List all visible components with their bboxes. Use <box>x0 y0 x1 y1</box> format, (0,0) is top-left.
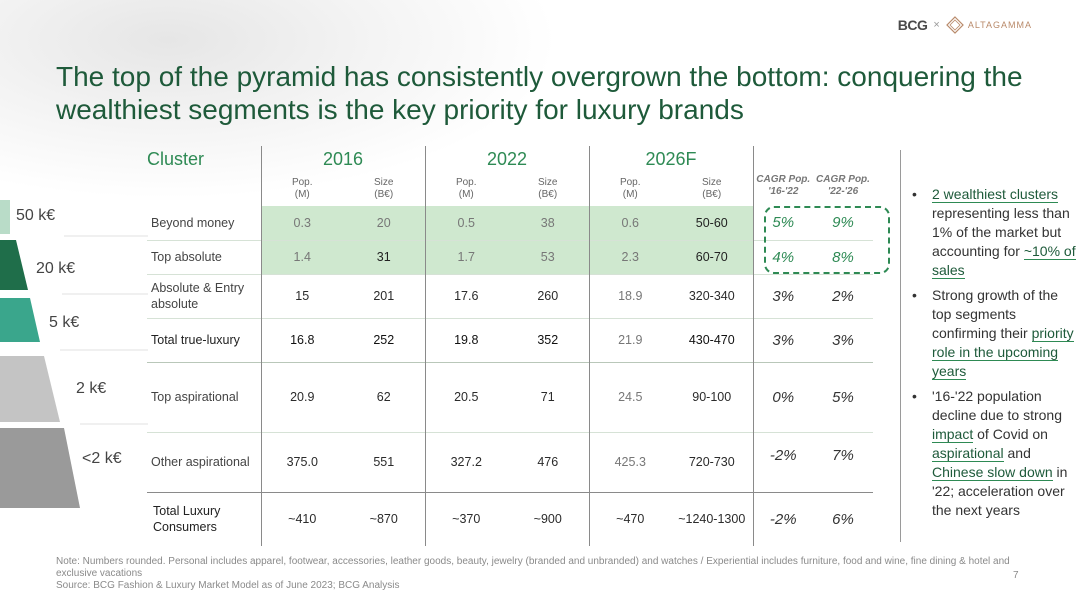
note-text: Note: Numbers rounded. Personal includes… <box>56 556 1010 579</box>
page-number: 7 <box>1013 570 1019 581</box>
pyramid-level-2k <box>0 356 60 422</box>
pop-header: Pop. (M) <box>424 172 507 206</box>
bullet-3: • '16-'22 population decline due to stro… <box>912 388 1068 518</box>
year-header-2016: 2016 <box>260 146 425 172</box>
pyramid-level-lt2k <box>0 428 80 508</box>
key-takeaways: • 2 wealthiest clusters representing les… <box>910 185 1076 526</box>
pop-header: Pop. (M) <box>588 172 671 206</box>
table-row: Other aspirational 375.0 551 327.2 476 4… <box>147 432 873 492</box>
pyramid-label-2k: 2 k€ <box>76 380 107 397</box>
pyramid-level-20k <box>0 240 28 290</box>
bullet-dot-icon: • <box>912 186 917 202</box>
bullet-1: • 2 wealthiest clusters representing les… <box>912 186 1076 279</box>
cluster-header: Cluster <box>147 148 205 169</box>
year-header-2022: 2022 <box>424 146 589 172</box>
bullet-2: • Strong growth of the top segments conf… <box>912 287 1074 380</box>
size-header: Size (B€) <box>374 177 394 200</box>
table-row: Absolute & Entry absolute 15 201 17.6 26… <box>147 274 873 318</box>
cluster-table: Cluster 2016 2022 2026F CAGR Pop. '16-'2… <box>147 146 873 546</box>
footnote: Note: Numbers rounded. Personal includes… <box>56 556 1016 592</box>
highlight-dashed-box <box>764 206 890 274</box>
bullet-dot-icon: • <box>912 287 917 303</box>
bcg-logo: BCG <box>897 17 928 33</box>
size-header: Size (B€) <box>702 177 722 200</box>
table-row: Total true-luxury 16.8 252 19.8 352 21.9… <box>147 318 873 362</box>
bullet-dot-icon: • <box>912 388 917 404</box>
table-row: Top aspirational 20.9 62 20.5 71 24.5 90… <box>147 361 873 432</box>
year-header-2026f: 2026F <box>588 146 753 172</box>
pyramid-label-20k: 20 k€ <box>36 260 76 277</box>
source-text: Source: BCG Fashion & Luxury Market Mode… <box>56 580 400 591</box>
pyramid-label-lt2k: <2 k€ <box>82 450 122 467</box>
altagamma-logo: ALTAGAMMA <box>945 16 1032 34</box>
cagr-header-22-26: CAGR Pop. '22-'26 <box>816 174 870 197</box>
pyramid-level-5k <box>0 298 40 342</box>
pyramid-level-50k <box>0 200 10 234</box>
pop-header: Pop. (M) <box>260 172 343 206</box>
table-row: Top absolute 1.4 31 1.7 53 2.3 60-70 4% … <box>147 240 873 274</box>
size-header: Size (B€) <box>538 177 558 200</box>
pyramid-label-50k: 50 k€ <box>16 207 56 224</box>
pyramid-label-5k: 5 k€ <box>49 314 80 331</box>
cagr-header-16-22: CAGR Pop. '16-'22 <box>752 146 813 206</box>
slide-title: The top of the pyramid has consistently … <box>56 61 1023 125</box>
divider-line <box>900 150 901 542</box>
table-row: Beyond money 0.3 20 0.5 38 0.6 50-60 5% … <box>147 206 873 240</box>
altagamma-emblem-icon <box>945 16 964 34</box>
logo-separator: × <box>933 19 940 31</box>
pyramid-shape <box>0 200 148 508</box>
table-row-total: Total Luxury Consumers ~410 ~870 ~370 ~9… <box>147 491 873 546</box>
header-logos: BCG × ALTAGAMMA <box>898 16 1032 34</box>
